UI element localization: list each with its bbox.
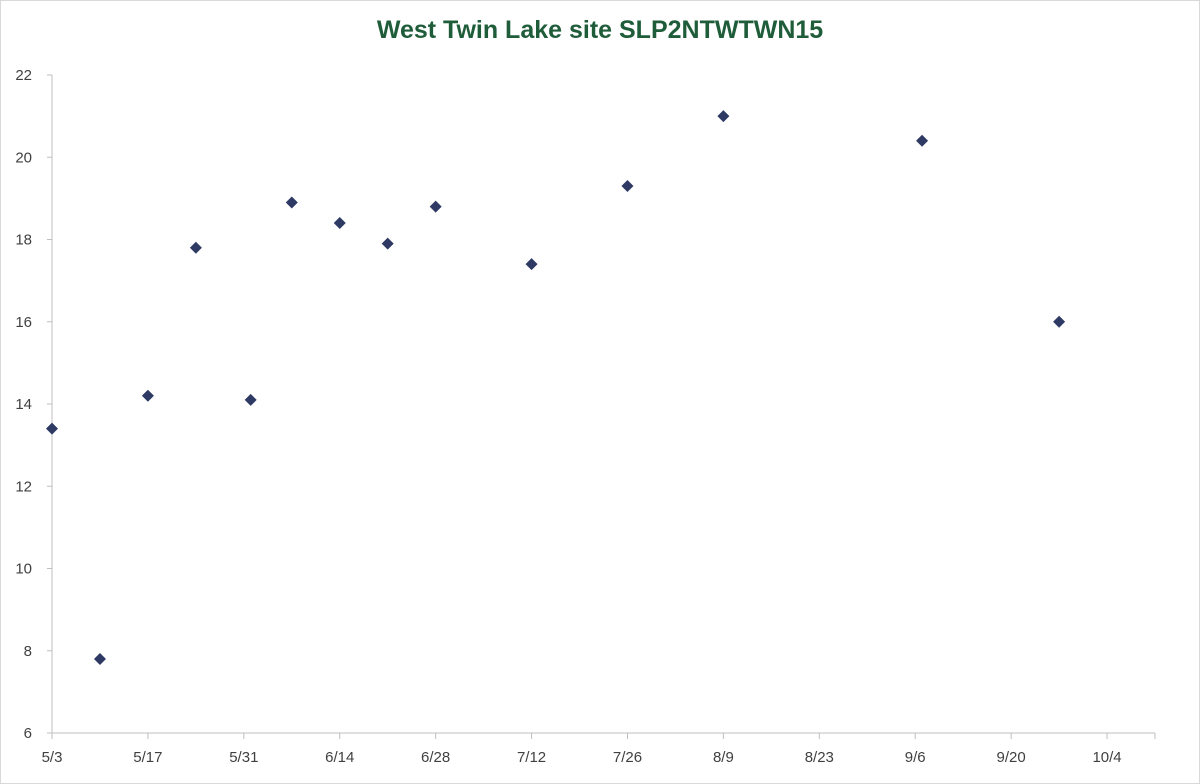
chart-title: West Twin Lake site SLP2NTWTWN15: [376, 16, 824, 44]
data-point: [916, 134, 929, 147]
data-point: [93, 652, 106, 665]
y-tick-label: 20: [15, 149, 32, 166]
data-point: [429, 200, 442, 213]
x-tick-label: 5/3: [42, 749, 63, 766]
x-tick-label: 8/23: [805, 749, 834, 766]
data-point: [621, 180, 634, 193]
x-tick-label: 6/14: [325, 749, 354, 766]
axes: [51, 75, 1155, 734]
data-point: [381, 237, 394, 250]
y-axis-ticks: 6 8 10 12 14 16 18 20 22: [15, 67, 52, 742]
y-tick-label: 16: [15, 314, 32, 331]
data-point: [525, 258, 538, 271]
x-tick-label: 5/31: [229, 749, 258, 766]
y-tick-label: 14: [15, 396, 32, 413]
data-point: [333, 217, 346, 230]
x-axis-ticks: 5/3 5/17 5/31 6/14 6/28 7/12 7/26 8/9 8/23 9/6 9/2…: [42, 733, 1156, 766]
data-point: [244, 393, 257, 406]
data-point: [285, 196, 298, 209]
x-tick-label: 10/4: [1092, 749, 1121, 766]
y-tick-label: 6: [24, 725, 32, 742]
x-tick-label: 8/9: [713, 749, 734, 766]
x-tick-label: 9/20: [997, 749, 1026, 766]
data-point: [1053, 315, 1066, 328]
data-point: [717, 110, 730, 123]
x-tick-label: 9/6: [905, 749, 926, 766]
y-tick-label: 8: [24, 643, 32, 660]
data-point: [189, 241, 202, 254]
x-tick-label: 7/26: [613, 749, 642, 766]
y-tick-label: 12: [15, 478, 32, 495]
x-tick-label: 6/28: [421, 749, 450, 766]
data-point: [141, 389, 154, 402]
y-tick-label: 10: [15, 561, 32, 578]
x-tick-label: 5/17: [133, 749, 162, 766]
y-tick-label: 18: [15, 232, 32, 249]
data-points: [46, 110, 1066, 665]
data-point: [46, 422, 58, 435]
x-tick-label: 7/12: [517, 749, 546, 766]
y-tick-label: 22: [15, 67, 32, 84]
